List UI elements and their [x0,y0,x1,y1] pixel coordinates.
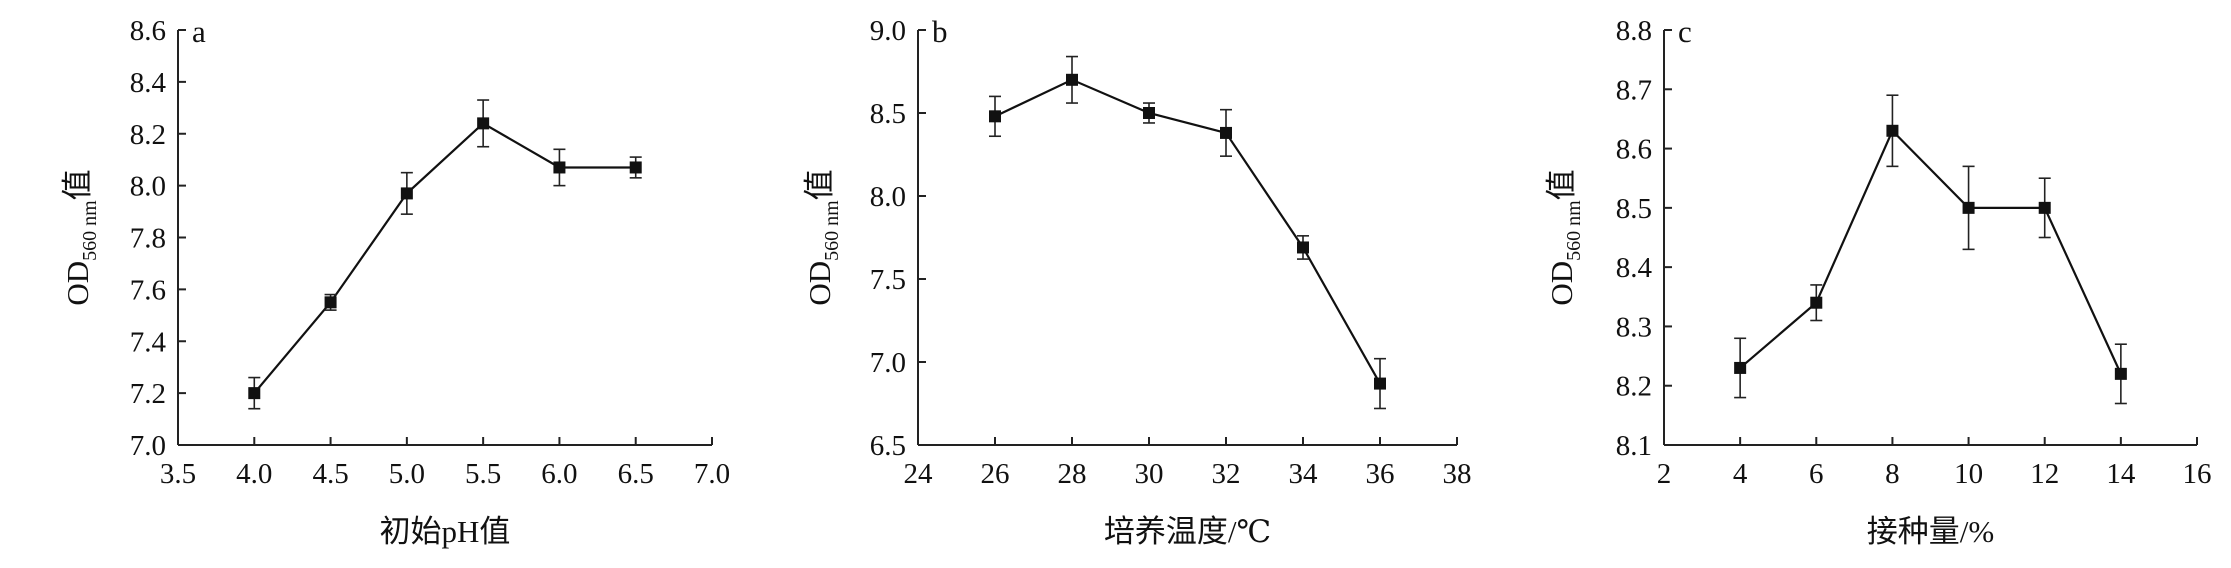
y-tick-label: 8.1 [1616,430,1652,462]
data-point [1962,201,1975,214]
data-point [1734,361,1747,374]
x-tick-label: 4.5 [312,458,348,490]
x-axis-title: 初始pH值 [380,514,511,549]
panel-label: a [192,14,206,49]
y-tick-label: 8.6 [1616,134,1652,166]
data-point [1143,107,1155,119]
series-line [253,122,636,394]
x-tick-label: 30 [1135,458,1164,490]
x-tick-label: 7.0 [694,458,730,490]
x-tick-label: 14 [2106,458,2136,490]
y-tick-label: 8.0 [870,181,906,213]
x-tick-label: 4 [1733,458,1748,490]
y-tick-label: 8.7 [1616,74,1652,106]
y-tick-label: 8.4 [130,67,167,99]
x-tick-label: 24 [904,458,934,490]
x-tick-label: 6 [1809,458,1824,490]
data-point [989,110,1001,123]
y-tick-label: 8.8 [1616,15,1652,47]
chart-panel-c: 8.1 8.2 8.3 8.4 8.5 8.6 8.7 8.8 2 4 6 8 10 12 14 16 接种量/… [1544,14,2212,549]
x-tick-label: 3.5 [160,458,196,490]
y-tick-label: 7.8 [130,223,166,255]
x-tick-label: 5.5 [465,458,501,490]
data-point [1220,126,1232,139]
data-point [2114,367,2127,380]
y-tick-label: 7.5 [870,264,906,296]
x-tick-label: 16 [2183,458,2212,490]
data-point [324,296,337,309]
y-axis-title-main: OD [60,261,95,306]
y-tick-label: 7.6 [130,274,166,306]
series-line [1739,128,2122,375]
y-axis-title-suffix: 值 [802,169,837,200]
data-point [629,161,642,174]
data-point [1374,377,1386,390]
x-tick-label: 32 [1212,458,1241,490]
x-tick-label: 36 [1366,458,1395,490]
data-point [400,187,413,200]
panel-label: b [932,14,948,49]
data-point [1297,241,1309,254]
x-tick-label: 4.0 [236,458,272,490]
y-tick-label: 7.0 [870,347,906,379]
x-tick-label: 26 [981,458,1010,490]
y-axis-title: OD560 nm值 [60,169,101,305]
chart-panel-b: 6.5 7.0 7.5 8.0 8.5 9.0 24 26 28 30 32 34 36 38 培养温度/℃… [802,14,1472,549]
data-point [2038,201,2051,214]
x-tick-label: 8 [1885,458,1900,490]
x-tick-label: 28 [1058,458,1087,490]
y-tick-label: 8.3 [1616,311,1652,343]
y-tick-label: 8.0 [130,171,166,203]
x-tick-label: 2 [1657,458,1672,490]
x-tick-label: 38 [1443,458,1472,490]
x-axis-title: 培养温度/℃ [1104,514,1271,549]
y-axis-title-main: OD [802,261,837,306]
y-axis-title-subscript: 560 nm [79,200,101,261]
y-tick-label: 8.2 [1616,371,1652,403]
y-tick-label: 9.0 [870,15,906,47]
x-tick-label: 6.0 [541,458,577,490]
y-tick-label: 8.2 [130,119,166,151]
data-point [477,117,490,130]
x-tick-label: 34 [1289,458,1319,490]
y-axis-title: OD560 nm值 [802,169,843,305]
data-point [1810,296,1823,309]
y-axis-title-subscript: 560 nm [821,200,843,261]
y-tick-label: 7.4 [130,326,167,358]
y-tick-label: 7.2 [130,378,166,410]
y-axis-title: OD560 nm值 [1544,169,1585,305]
data-point [1066,73,1078,86]
y-axis-title-suffix: 值 [1544,169,1579,200]
data-point [1886,124,1899,137]
chart-panel-a: 7.0 7.2 7.4 7.6 7.8 8.0 8.2 8.4 8.6 3.5 4.0 4.5 5.0 5… [60,14,730,549]
y-tick-label: 8.5 [1616,193,1652,225]
y-tick-label: 7.0 [130,430,166,462]
x-axis-title: 接种量/% [1867,514,1994,549]
y-axis-title-suffix: 值 [60,169,95,200]
y-tick-label: 8.6 [130,15,166,47]
x-tick-label: 5.0 [389,458,425,490]
data-point [553,161,566,174]
y-axis-title-subscript: 560 nm [1563,200,1585,261]
x-tick-label: 10 [1954,458,1983,490]
panel-label: c [1678,14,1692,49]
y-tick-label: 6.5 [870,430,906,462]
data-point [248,387,261,400]
x-tick-label: 12 [2030,458,2059,490]
y-tick-label: 8.5 [870,98,906,130]
x-tick-label: 6.5 [618,458,654,490]
series-line [994,78,1381,385]
y-tick-label: 8.4 [1616,252,1653,284]
y-axis-title-main: OD [1544,261,1579,306]
